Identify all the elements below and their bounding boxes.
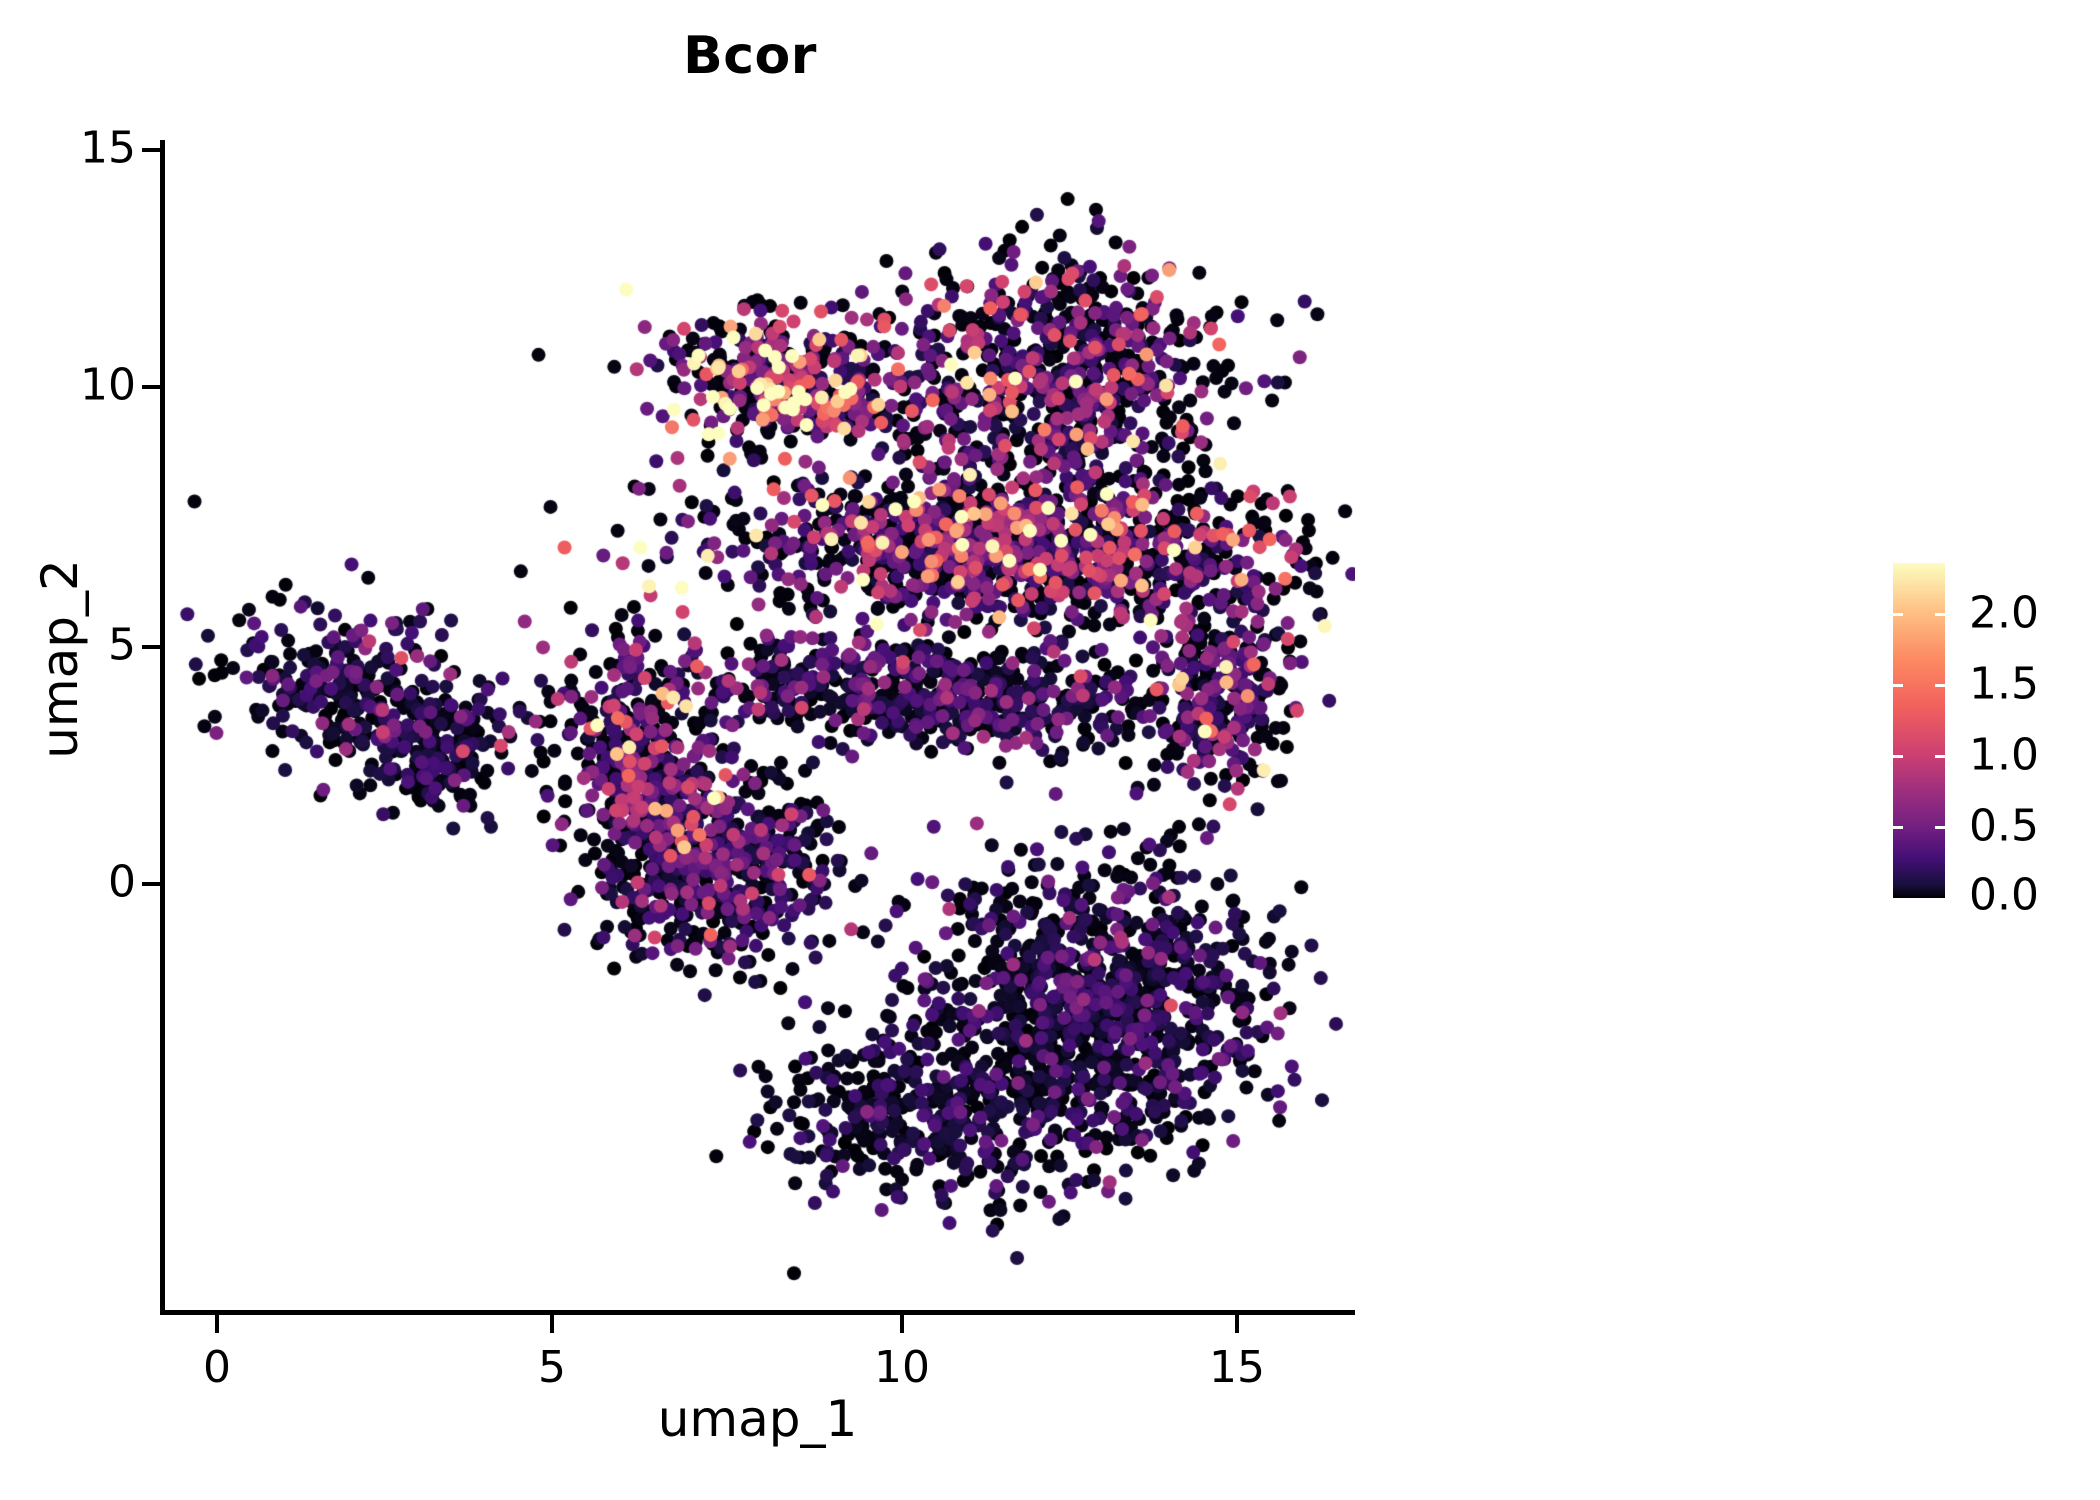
colorbar: 2.0 1.5 1.0 0.5 0.0	[1893, 563, 2093, 921]
colorbar-tick	[1893, 613, 1903, 616]
y-axis-label: umap_2	[31, 559, 89, 759]
colorbar-tick	[1893, 755, 1903, 758]
colorbar-tick-label: 0.0	[1969, 869, 2039, 921]
colorbar-gradient	[1893, 563, 1945, 898]
x-axis-label: umap_1	[657, 1390, 858, 1448]
y-tick-label: 10	[80, 359, 136, 411]
colorbar-tick-label: 0.5	[1969, 800, 2039, 852]
x-tick-label: 10	[874, 1342, 930, 1393]
colorbar-tick-label: 1.0	[1969, 729, 2039, 781]
x-tick-label: 15	[1209, 1342, 1265, 1393]
colorbar-tick	[1935, 684, 1945, 687]
scatter-plot-canvas	[165, 140, 1355, 1310]
colorbar-tick	[1935, 826, 1945, 829]
y-axis-spine	[160, 140, 165, 1315]
x-tick-mark	[215, 1315, 219, 1333]
colorbar-tick	[1893, 684, 1903, 687]
colorbar-tick	[1893, 826, 1903, 829]
y-tick-label: 0	[108, 856, 136, 908]
x-tick-mark	[1235, 1315, 1239, 1333]
x-tick-label: 5	[538, 1342, 566, 1393]
axes-area: 15 10 5 0 0 5 10 15	[80, 123, 1355, 1393]
y-tick-mark	[142, 882, 160, 886]
x-tick-mark	[550, 1315, 554, 1333]
y-tick-mark	[142, 385, 160, 389]
colorbar-tick	[1935, 613, 1945, 616]
page-title: Bcor	[683, 26, 817, 86]
x-tick-label: 0	[203, 1342, 231, 1393]
x-axis-spine	[160, 1310, 1355, 1315]
y-tick-label: 15	[80, 122, 136, 174]
colorbar-tick-label: 2.0	[1969, 587, 2039, 639]
y-tick-mark	[142, 148, 160, 152]
colorbar-tick-label: 1.5	[1969, 658, 2039, 710]
y-tick-mark	[142, 645, 160, 649]
y-tick-label: 5	[108, 619, 136, 671]
colorbar-tick	[1935, 755, 1945, 758]
x-tick-mark	[900, 1315, 904, 1333]
